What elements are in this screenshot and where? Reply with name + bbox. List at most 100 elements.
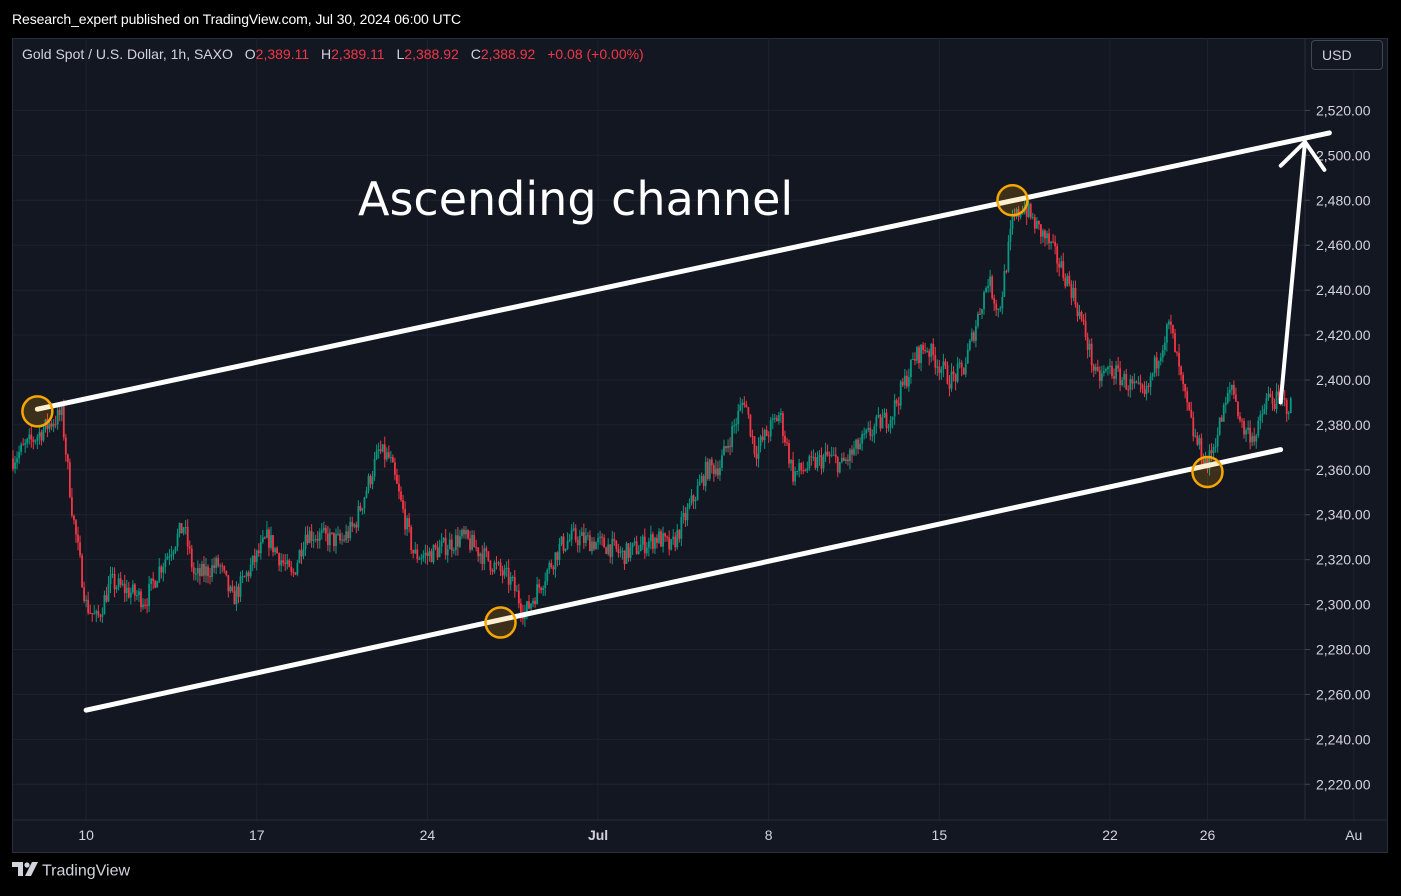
candle-body	[237, 586, 240, 597]
projection-arrow-shaft[interactable]	[1278, 139, 1307, 405]
candle-body	[156, 581, 159, 588]
candle-body	[375, 450, 378, 460]
candle-body	[196, 568, 199, 574]
candle-body	[243, 576, 246, 578]
candle-body	[944, 361, 947, 366]
candle-body	[162, 566, 165, 573]
candle-body	[184, 526, 187, 528]
candle-body	[400, 491, 402, 501]
candle-body	[361, 508, 364, 511]
candle-body	[1170, 321, 1172, 325]
candle-body	[444, 537, 447, 556]
candle-body	[1009, 228, 1012, 242]
candle-body	[144, 604, 146, 606]
candle-body	[743, 402, 746, 405]
candle-body	[1245, 430, 1247, 435]
touch-marker[interactable]	[996, 184, 1029, 217]
candle-body	[438, 546, 441, 558]
candle-body	[871, 435, 874, 437]
price-axis[interactable]: 2,220.00 2,240.00 2,260.00 2,280.00 2,300.00…	[1304, 38, 1371, 820]
candle-body	[95, 611, 98, 614]
candle-body	[1182, 374, 1185, 384]
candle-body	[662, 533, 664, 547]
candle-body	[1192, 417, 1195, 437]
candle-body	[714, 468, 717, 475]
candle-body	[757, 445, 760, 459]
candle-body	[440, 541, 443, 547]
candle-body	[584, 535, 587, 543]
candle-body	[255, 550, 258, 563]
candle-body	[1216, 434, 1219, 447]
channel-lower-line[interactable]	[83, 447, 1284, 713]
low-value: 2,388.92	[404, 46, 459, 62]
candles	[12, 198, 1292, 627]
open-value: 2,389.11	[255, 46, 310, 62]
candle-body	[125, 587, 128, 594]
candle-body	[784, 435, 786, 443]
candle-body	[1204, 458, 1207, 465]
candle-body	[251, 555, 254, 565]
candle-body	[808, 456, 811, 469]
annotation-text[interactable]: Ascending channel	[358, 172, 793, 226]
channel-upper-line[interactable]	[34, 130, 1332, 412]
candle-body	[263, 537, 266, 539]
candle-body	[546, 569, 549, 582]
chart-panel[interactable]	[12, 38, 1388, 853]
candle-body	[205, 566, 207, 576]
candle-body	[611, 538, 614, 557]
candle-body	[656, 537, 658, 543]
candle-body	[879, 414, 882, 429]
time-axis[interactable]: 10 17 24 Jul 8 15 22 26 Au	[13, 819, 1388, 843]
candle-body	[463, 529, 465, 535]
candle-body	[331, 532, 333, 534]
candle-body	[958, 362, 961, 365]
candle-body	[865, 429, 868, 434]
candle-body	[796, 470, 799, 472]
candle-body	[597, 537, 599, 543]
candle-body	[178, 523, 181, 534]
candle-body	[912, 359, 914, 361]
candle-body	[822, 456, 825, 469]
candle-body	[873, 426, 876, 436]
candle-body	[621, 550, 624, 552]
candle-body	[131, 584, 134, 593]
touch-marker[interactable]	[1191, 455, 1224, 489]
candle-body	[1040, 224, 1042, 237]
candle-body	[895, 400, 898, 404]
candle-body	[842, 457, 845, 462]
candle-body	[672, 536, 675, 540]
drawings[interactable]	[21, 130, 1332, 713]
candle-body	[1186, 391, 1189, 403]
touch-marker[interactable]	[21, 395, 54, 428]
candle-body	[97, 611, 100, 616]
projection-arrow-head[interactable]	[1278, 139, 1327, 172]
candle-body	[909, 359, 912, 378]
footer-brand[interactable]: TradingView	[12, 862, 130, 881]
candle-body	[629, 547, 632, 558]
candle-body	[36, 436, 39, 441]
currency-button[interactable]: USD	[1311, 40, 1383, 70]
candle-body	[1174, 333, 1176, 353]
candle-body	[1094, 366, 1097, 371]
candle-body	[1222, 404, 1225, 422]
candle-body	[160, 566, 163, 573]
candle-body	[950, 371, 953, 389]
candle-body	[635, 541, 638, 554]
candle-body	[779, 413, 782, 416]
candle-body	[938, 366, 941, 373]
candle-body	[806, 468, 809, 471]
candle-body	[952, 371, 955, 375]
candle-body	[540, 587, 543, 590]
candle-body	[987, 285, 989, 288]
candle-body	[505, 567, 508, 569]
candle-body	[306, 534, 309, 544]
candle-body	[599, 536, 601, 538]
candle-body	[1027, 203, 1030, 217]
candle-body	[1003, 271, 1006, 297]
touch-marker[interactable]	[484, 606, 517, 639]
candle-body	[509, 577, 512, 585]
candle-body	[351, 521, 354, 527]
candle-body	[1084, 321, 1087, 338]
candle-body	[560, 536, 563, 545]
